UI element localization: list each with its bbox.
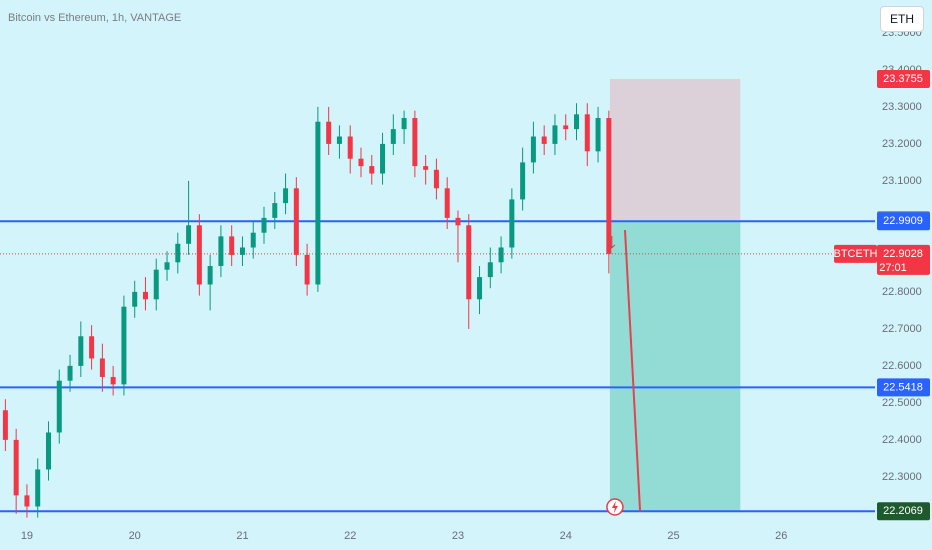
candle-body: [336, 136, 342, 144]
candle-body: [67, 365, 73, 381]
candle-body: [401, 118, 407, 130]
candle-body: [272, 203, 278, 218]
candle-body: [466, 225, 472, 300]
candle-body: [132, 291, 138, 307]
candle-body: [13, 439, 19, 496]
candle-body: [423, 166, 429, 170]
x-tick-label: 19: [21, 530, 33, 542]
stop-label-bg: [877, 69, 930, 88]
candle-body: [196, 225, 202, 285]
candle-body: [89, 336, 95, 359]
candle-body: [229, 236, 235, 255]
candle-body: [574, 114, 580, 130]
candle-body: [218, 236, 224, 266]
y-tick-label: 22.4000: [882, 434, 922, 446]
x-tick-label: 22: [344, 530, 356, 542]
candle-body: [164, 262, 170, 270]
stop-zone: [609, 78, 741, 222]
candle-body: [283, 188, 289, 204]
candle-body: [121, 306, 127, 385]
candle-body: [455, 217, 461, 226]
candle-body: [498, 247, 504, 263]
candle-body: [477, 277, 483, 300]
candle-body: [358, 158, 364, 167]
candle-body: [293, 188, 299, 255]
y-tick-label: 22.3000: [882, 471, 922, 483]
candle-body: [24, 495, 30, 507]
countdown: 27:01: [879, 262, 907, 274]
level-label-bg: [877, 502, 930, 521]
last-price-label: 22.9028: [883, 248, 923, 260]
y-tick-label: 22.8000: [882, 286, 922, 298]
candle-body: [239, 247, 245, 255]
symbol-button[interactable]: ETH: [880, 6, 924, 32]
candle-body: [175, 243, 181, 263]
candle-body: [380, 143, 386, 174]
candle-body: [45, 432, 51, 470]
candle-body: [369, 166, 375, 174]
y-tick-label: 23.1000: [882, 175, 922, 187]
candle-body: [261, 217, 267, 233]
x-tick-label: 25: [667, 530, 679, 542]
candle-body: [186, 225, 192, 244]
candle-body: [563, 125, 569, 130]
level-label: 22.2069: [883, 505, 923, 517]
signal-arrow: [608, 235, 616, 249]
candle-body: [595, 118, 601, 152]
candle-body: [110, 376, 116, 385]
level-label-bg: [877, 378, 930, 397]
candle-body: [142, 291, 148, 300]
candle-body: [584, 114, 590, 152]
last-price-bg: [877, 244, 930, 275]
candle-body: [35, 469, 41, 507]
level-label-bg: [877, 212, 930, 231]
candle-body: [347, 136, 353, 159]
chart-title: Bitcoin vs Ethereum, 1h, VANTAGE: [8, 12, 181, 24]
x-tick-label: 24: [560, 530, 572, 542]
candle-body: [326, 121, 332, 144]
candle-body: [541, 136, 547, 144]
candle-body: [250, 232, 256, 248]
candle-body: [56, 380, 62, 433]
candle-body: [530, 136, 536, 163]
level-label: 22.9909: [883, 215, 923, 227]
candle-body: [390, 129, 396, 144]
x-tick-label: 21: [236, 530, 248, 542]
projection-line: [624, 230, 642, 512]
x-tick-label: 23: [452, 530, 464, 542]
y-tick-label: 22.5000: [882, 397, 922, 409]
candle-body: [433, 169, 439, 189]
alert-bolt: [611, 501, 618, 513]
candle-body: [487, 262, 493, 278]
candle-body: [509, 199, 515, 248]
symbol-tag: BTCETH: [834, 248, 878, 260]
candle-body: [304, 254, 310, 285]
level-label: 22.5418: [883, 381, 923, 393]
candle-body: [444, 188, 450, 218]
y-tick-label: 22.7000: [882, 323, 922, 335]
candle-body: [412, 118, 418, 167]
candle-body: [207, 265, 213, 285]
candle-body: [606, 118, 612, 254]
candle-body: [153, 269, 159, 300]
candle-body: [99, 358, 105, 377]
candle-body: [552, 125, 558, 144]
symbol-tag-bg: [834, 244, 877, 263]
stop-label: 23.3755: [883, 73, 923, 85]
candle-body: [78, 336, 84, 366]
candle-body: [520, 162, 526, 200]
candle-body: [2, 410, 8, 440]
y-tick-label: 23.2000: [882, 138, 922, 150]
candle-body: [315, 121, 321, 285]
y-tick-label: 23.3000: [882, 101, 922, 113]
target-zone: [609, 221, 741, 512]
y-tick-label: 22.6000: [882, 360, 922, 372]
x-tick-label: 26: [775, 530, 787, 542]
x-tick-label: 20: [129, 530, 141, 542]
